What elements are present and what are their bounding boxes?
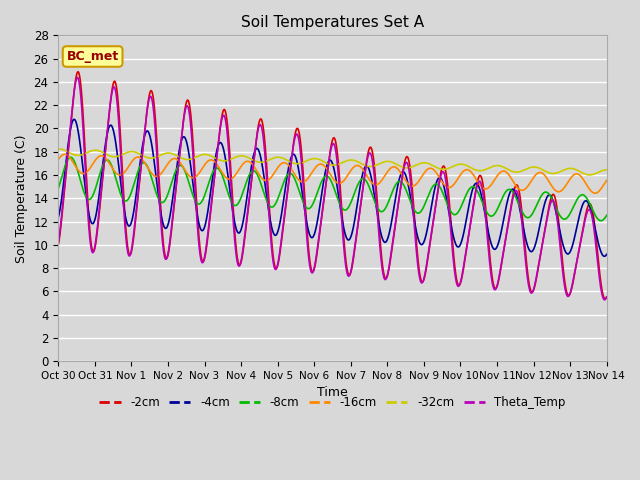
-32cm (349, 157, 356, 163)
-32cm (207, 153, 215, 159)
-32cm (492, 163, 500, 168)
-16cm (349, 166, 356, 171)
-8cm (597, 218, 605, 224)
-16cm (603, 178, 611, 183)
-8cm (207, 172, 215, 178)
-2cm (492, 286, 500, 291)
-4cm (570, 239, 577, 244)
Y-axis label: Soil Temperature (C): Soil Temperature (C) (15, 134, 28, 263)
-4cm (349, 229, 356, 235)
-8cm (349, 196, 356, 202)
-4cm (554, 221, 562, 227)
-2cm (74, 69, 82, 75)
Theta_Temp (603, 294, 611, 300)
-4cm (70, 117, 78, 122)
-4cm (600, 253, 608, 259)
Line: -16cm: -16cm (58, 154, 607, 193)
-8cm (360, 176, 368, 182)
-4cm (492, 246, 500, 252)
-32cm (570, 166, 577, 172)
Theta_Temp (570, 275, 577, 281)
-2cm (601, 296, 609, 302)
Theta_Temp (207, 199, 215, 205)
-32cm (603, 167, 611, 173)
Text: BC_met: BC_met (67, 50, 119, 63)
Theta_Temp (54, 240, 62, 246)
-16cm (591, 190, 599, 196)
-2cm (54, 242, 62, 248)
-2cm (207, 202, 215, 207)
-32cm (360, 162, 368, 168)
-8cm (492, 209, 500, 215)
-16cm (61, 151, 68, 157)
Theta_Temp (601, 297, 609, 303)
-32cm (586, 172, 593, 178)
Line: Theta_Temp: Theta_Temp (58, 78, 607, 300)
-2cm (349, 262, 356, 268)
-8cm (570, 204, 577, 209)
-2cm (360, 174, 368, 180)
Title: Soil Temperatures Set A: Soil Temperatures Set A (241, 15, 424, 30)
-8cm (67, 155, 75, 160)
X-axis label: Time: Time (317, 386, 348, 399)
Theta_Temp (492, 286, 500, 292)
-4cm (54, 215, 62, 220)
-8cm (554, 210, 562, 216)
Theta_Temp (554, 227, 562, 232)
Line: -32cm: -32cm (58, 149, 607, 175)
-4cm (360, 166, 368, 171)
-32cm (54, 146, 62, 152)
-32cm (54, 146, 62, 152)
-2cm (554, 216, 562, 222)
Theta_Temp (349, 260, 356, 266)
-16cm (570, 172, 577, 178)
-16cm (492, 175, 500, 180)
-16cm (207, 157, 215, 163)
-32cm (554, 169, 562, 175)
-16cm (554, 189, 562, 194)
Line: -4cm: -4cm (58, 120, 607, 256)
Theta_Temp (360, 175, 368, 180)
-8cm (54, 186, 62, 192)
-4cm (603, 252, 611, 257)
Theta_Temp (74, 75, 81, 81)
-4cm (207, 182, 215, 188)
-2cm (570, 276, 577, 282)
-2cm (603, 294, 611, 300)
Line: -2cm: -2cm (58, 72, 607, 299)
-8cm (603, 213, 611, 218)
-16cm (360, 169, 368, 175)
-16cm (54, 156, 62, 162)
Legend: -2cm, -4cm, -8cm, -16cm, -32cm, Theta_Temp: -2cm, -4cm, -8cm, -16cm, -32cm, Theta_Te… (95, 392, 570, 414)
Line: -8cm: -8cm (58, 157, 607, 221)
